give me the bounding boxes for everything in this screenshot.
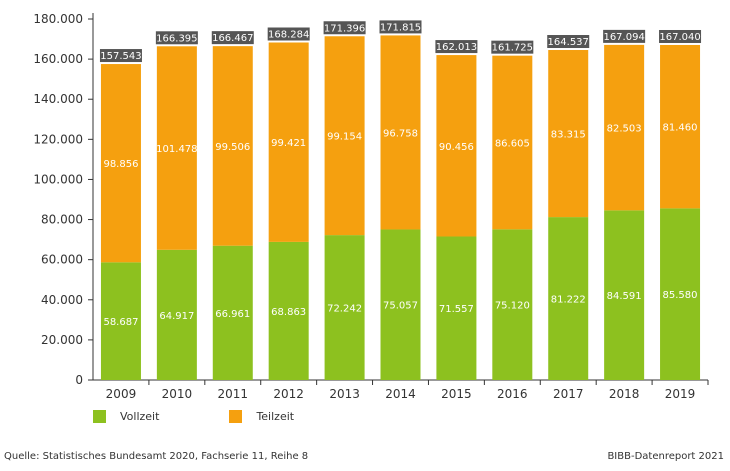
- bar-teilzeit: [156, 46, 197, 250]
- bar-vollzeit: [156, 249, 197, 380]
- legend-label-vollzeit: Vollzeit: [120, 410, 160, 423]
- total-label: 168.284: [268, 29, 309, 40]
- x-tick-label: 2011: [217, 387, 248, 400]
- bar-teilzeit: [660, 44, 701, 209]
- total-label-box: [603, 29, 646, 43]
- legend-swatch-vollzeit: [93, 410, 106, 423]
- data-label-teilzeit: 99.154: [327, 132, 362, 143]
- x-tick-label: 2018: [609, 387, 640, 400]
- bar-teilzeit: [548, 50, 589, 218]
- total-label: 171.396: [324, 23, 365, 34]
- data-label-teilzeit: 98.856: [103, 159, 138, 170]
- credit-note: BIBB-Datenreport 2021: [607, 451, 724, 462]
- total-label: 161.725: [492, 43, 533, 54]
- total-label: 166.467: [212, 33, 253, 44]
- x-tick-label: 2015: [441, 387, 472, 400]
- x-tick-label: 2009: [106, 387, 137, 400]
- bar-vollzeit: [324, 235, 365, 380]
- data-label-teilzeit: 83.315: [551, 130, 586, 141]
- source-note: Quelle: Statistisches Bundesamt 2020, Fa…: [4, 451, 309, 462]
- data-label-vollzeit: 72.242: [327, 304, 362, 315]
- x-tick-label: 2013: [329, 387, 360, 400]
- legend-swatch-teilzeit: [229, 410, 243, 423]
- y-tick-label: 180.000: [33, 12, 83, 26]
- bar-vollzeit: [660, 208, 701, 380]
- bar-vollzeit: [604, 210, 645, 380]
- y-tick-label: 160.000: [33, 52, 83, 66]
- data-label-vollzeit: 64.917: [159, 311, 194, 322]
- y-tick-label: 40.000: [41, 293, 83, 307]
- x-tick-label: 2010: [162, 387, 193, 400]
- total-label: 171.815: [380, 22, 421, 33]
- total-label-box: [659, 29, 702, 43]
- data-label-vollzeit: 75.057: [383, 301, 418, 312]
- total-label: 162.013: [436, 42, 477, 53]
- y-tick-label: 60.000: [41, 253, 83, 267]
- total-label-box: [547, 35, 590, 49]
- legend-item-vollzeit: Vollzeit: [93, 410, 159, 423]
- bar-teilzeit: [100, 64, 141, 263]
- bar-teilzeit: [380, 35, 421, 230]
- x-tick-label: 2016: [497, 387, 528, 400]
- bar-teilzeit: [324, 36, 365, 236]
- total-label-box: [379, 20, 422, 34]
- total-label-box: [267, 27, 310, 41]
- y-tick-label: 0: [75, 373, 83, 387]
- y-tick-label: 80.000: [41, 213, 83, 227]
- total-label: 164.537: [548, 37, 589, 48]
- y-tick-label: 140.000: [33, 92, 83, 106]
- data-label-vollzeit: 75.120: [495, 301, 530, 312]
- data-label-teilzeit: 90.456: [439, 142, 474, 153]
- total-label: 167.040: [659, 32, 700, 43]
- data-label-teilzeit: 101.478: [156, 144, 197, 155]
- legend-item-teilzeit: Teilzeit: [229, 410, 294, 423]
- bar-teilzeit: [268, 42, 309, 242]
- bar-vollzeit: [212, 245, 253, 380]
- bar-teilzeit: [436, 55, 477, 237]
- bar-vollzeit: [436, 236, 477, 380]
- data-label-vollzeit: 81.222: [551, 295, 586, 306]
- bar-vollzeit: [380, 229, 421, 380]
- y-tick-label: 20.000: [41, 333, 83, 347]
- bar-teilzeit: [212, 46, 253, 246]
- data-label-vollzeit: 68.863: [271, 307, 306, 318]
- x-tick-label: 2012: [273, 387, 304, 400]
- data-label-vollzeit: 85.580: [663, 290, 698, 301]
- data-label-teilzeit: 81.460: [663, 123, 698, 134]
- data-label-teilzeit: 86.605: [495, 138, 530, 149]
- total-label-box: [155, 31, 198, 45]
- data-label-teilzeit: 96.758: [383, 128, 418, 139]
- total-label-box: [491, 40, 534, 54]
- total-label-box: [323, 21, 366, 35]
- data-label-teilzeit: 99.506: [215, 142, 250, 153]
- bar-vollzeit: [100, 262, 141, 380]
- data-label-vollzeit: 58.687: [103, 317, 138, 328]
- bar-vollzeit: [268, 241, 309, 380]
- total-label: 157.543: [100, 51, 141, 62]
- total-label: 166.395: [156, 33, 197, 44]
- y-tick-label: 120.000: [33, 132, 83, 146]
- data-label-vollzeit: 66.961: [215, 309, 250, 320]
- x-tick-label: 2017: [553, 387, 584, 400]
- bar-vollzeit: [492, 229, 533, 380]
- total-label-box: [435, 40, 478, 54]
- bar-teilzeit: [492, 55, 533, 230]
- data-label-teilzeit: 82.503: [607, 124, 642, 135]
- legend-label-teilzeit: Teilzeit: [256, 410, 295, 423]
- data-label-vollzeit: 84.591: [607, 291, 642, 302]
- x-tick-label: 2019: [665, 387, 696, 400]
- legend: Vollzeit Teilzeit: [93, 410, 364, 423]
- bar-teilzeit: [604, 44, 645, 211]
- data-label-teilzeit: 99.421: [271, 138, 306, 149]
- bar-vollzeit: [548, 217, 589, 380]
- stacked-bar-chart: 0 20.000 40.000 60.000 80.000 100.000 120.000 1…: [33, 12, 709, 400]
- total-label: 167.094: [603, 32, 644, 43]
- total-label-box: [211, 31, 254, 45]
- y-tick-label: 100.000: [33, 172, 83, 186]
- data-label-vollzeit: 71.557: [439, 304, 474, 315]
- x-tick-label: 2014: [385, 387, 416, 400]
- total-label-box: [99, 49, 142, 63]
